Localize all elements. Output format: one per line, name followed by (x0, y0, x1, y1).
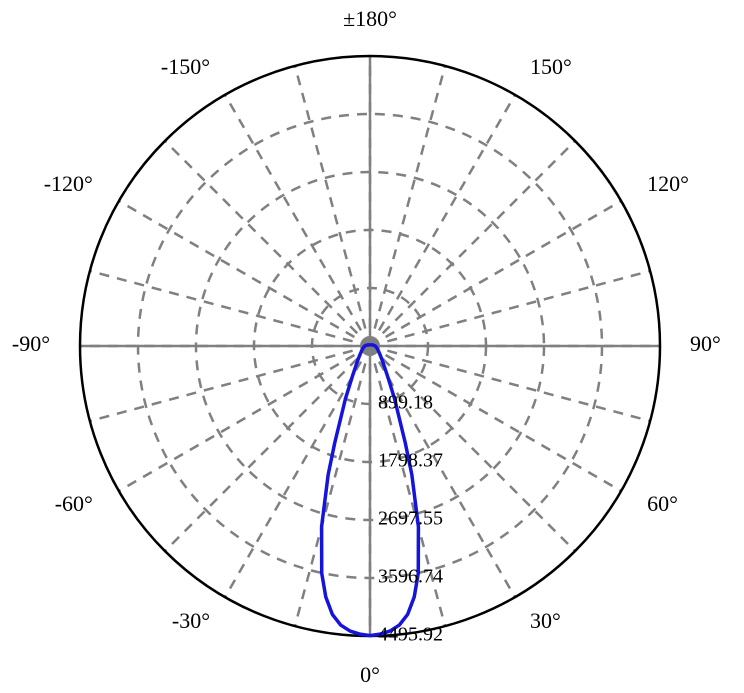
angle-label: 150° (530, 54, 572, 79)
radial-label: 899.18 (378, 392, 433, 414)
angle-label: ±180° (343, 6, 397, 31)
angle-label: -30° (172, 608, 210, 633)
angle-label: 60° (647, 491, 678, 516)
angle-label: 90° (690, 331, 721, 356)
angle-label: -120° (44, 171, 93, 196)
radial-label: 1798.37 (378, 450, 443, 472)
angle-label: 120° (647, 171, 689, 196)
radial-label: 3596.74 (378, 566, 443, 588)
radial-label: 4495.92 (378, 624, 443, 646)
angle-label: -90° (12, 331, 50, 356)
polar-chart: 899.18 1798.37 2697.55 3596.74 4495.92 ±180° 1… (0, 0, 744, 693)
angle-label: -60° (55, 491, 93, 516)
angle-label: -150° (161, 54, 210, 79)
angle-label: 0° (360, 662, 380, 687)
radial-label: 2697.55 (378, 508, 443, 530)
angle-label: 30° (530, 608, 561, 633)
